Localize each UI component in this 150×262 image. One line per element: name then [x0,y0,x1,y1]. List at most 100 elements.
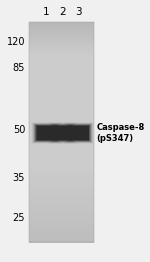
FancyBboxPatch shape [66,124,91,142]
Bar [29,53,94,56]
Bar [29,77,94,80]
Bar [29,163,94,166]
Bar [29,203,94,205]
Bar [29,108,94,111]
FancyBboxPatch shape [32,123,61,144]
Text: 85: 85 [13,63,25,73]
Bar [29,222,94,225]
Text: 3: 3 [75,7,82,17]
Bar [29,178,94,181]
FancyBboxPatch shape [68,125,90,141]
Bar [29,154,94,157]
Bar [29,46,94,49]
Bar [29,132,94,135]
Bar [29,207,94,210]
Bar [29,187,94,190]
Bar [29,121,94,124]
Bar [29,192,94,194]
Bar [29,123,94,126]
Bar [29,40,94,42]
Bar [29,51,94,53]
Bar [29,75,94,78]
Bar [29,143,94,146]
Bar [29,156,94,159]
Bar [29,200,94,203]
Bar [29,66,94,69]
Bar [29,174,94,177]
FancyBboxPatch shape [64,123,93,144]
FancyBboxPatch shape [50,123,75,143]
Bar [29,161,94,163]
Bar [29,92,94,95]
Bar [29,31,94,34]
Bar [29,33,94,36]
Bar [29,97,94,100]
Text: 25: 25 [13,213,25,223]
Bar [29,170,94,172]
Bar [29,103,94,106]
Bar [29,165,94,168]
Text: Caspase-8
(pS347): Caspase-8 (pS347) [97,123,145,143]
Text: 35: 35 [13,173,25,183]
Bar [29,22,94,242]
FancyBboxPatch shape [49,123,76,144]
FancyBboxPatch shape [66,123,92,143]
Bar [29,216,94,218]
Bar [29,84,94,86]
Bar [29,145,94,148]
FancyBboxPatch shape [34,124,59,142]
Bar [29,101,94,104]
Bar [29,26,94,29]
Bar [29,119,94,122]
FancyBboxPatch shape [67,124,90,141]
Bar [29,224,94,227]
FancyBboxPatch shape [51,124,74,142]
Bar [29,235,94,238]
FancyBboxPatch shape [50,123,76,143]
FancyBboxPatch shape [52,125,73,141]
Bar [29,240,94,243]
Bar [29,73,94,75]
Bar [29,37,94,40]
Bar [29,172,94,174]
FancyBboxPatch shape [36,125,57,140]
Bar [29,137,94,139]
Bar [29,35,94,38]
Bar [29,106,94,108]
Bar [29,139,94,141]
Bar [29,110,94,113]
Bar [29,205,94,207]
Bar [29,55,94,58]
Bar [29,194,94,196]
Bar [69,126,89,140]
Bar [29,114,94,117]
Bar [29,218,94,221]
Bar [29,29,94,31]
Bar [29,57,94,60]
Bar [29,125,94,128]
Bar [29,79,94,82]
Bar [29,150,94,152]
Bar [29,220,94,223]
Bar [29,117,94,119]
FancyBboxPatch shape [31,122,62,144]
Bar [29,81,94,84]
Bar [29,198,94,201]
Bar [54,126,72,140]
Bar [29,90,94,93]
Bar [29,231,94,234]
Bar [29,227,94,229]
Bar [29,229,94,232]
Bar [29,183,94,185]
Text: 1: 1 [43,7,50,17]
Bar [29,238,94,240]
FancyBboxPatch shape [48,122,77,144]
Bar [29,214,94,216]
Bar [29,64,94,67]
Bar [29,209,94,212]
Text: 2: 2 [59,7,66,17]
FancyBboxPatch shape [52,124,74,141]
Text: 50: 50 [13,125,25,135]
Bar [29,86,94,89]
Bar [29,176,94,179]
